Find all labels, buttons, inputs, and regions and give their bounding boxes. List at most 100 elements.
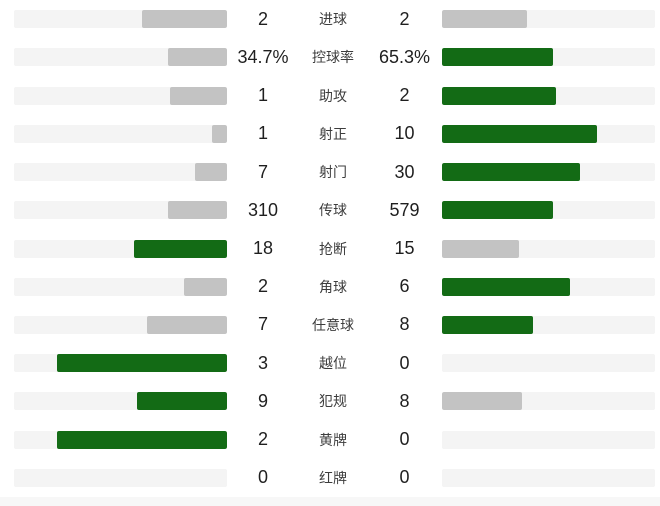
away-bar (442, 124, 597, 143)
stat-row: 3 越位 0 (0, 344, 660, 382)
away-value: 30 (394, 161, 415, 182)
home-bar-track (14, 430, 227, 449)
away-bar (442, 10, 528, 29)
stat-label: 黄牌 (319, 431, 347, 448)
away-value: 8 (399, 390, 410, 411)
stat-row: 2 角球 6 (0, 268, 660, 306)
stat-label: 射门 (319, 164, 347, 181)
away-bar (442, 48, 554, 67)
home-bar (56, 430, 227, 449)
home-value: 2 (257, 429, 268, 450)
away-bar (442, 392, 523, 411)
away-bar-track (442, 86, 655, 105)
stat-row: 1 射正 10 (0, 115, 660, 153)
away-bar-track (442, 48, 655, 67)
home-value: 7 (257, 161, 268, 182)
stat-label: 进球 (319, 11, 347, 28)
home-value: 310 (247, 199, 279, 220)
home-value: 1 (257, 85, 268, 106)
home-bar (167, 48, 227, 67)
stat-row: 310 传球 579 (0, 191, 660, 229)
away-bar-track (442, 430, 655, 449)
away-bar-track (442, 239, 655, 258)
away-bar-track (442, 354, 655, 373)
away-bar (442, 315, 533, 334)
stat-row: 2 进球 2 (0, 0, 660, 38)
home-bar-track (14, 48, 227, 67)
home-bar-track (14, 315, 227, 334)
away-value: 0 (399, 429, 410, 450)
home-bar (134, 239, 227, 258)
stat-label: 任意球 (312, 316, 354, 333)
stat-row: 34.7% 控球率 65.3% (0, 38, 660, 76)
page-background-strip (0, 497, 660, 506)
home-bar-track (14, 354, 227, 373)
home-bar-track (14, 277, 227, 296)
away-value: 0 (399, 352, 410, 373)
home-bar (141, 10, 227, 29)
away-value: 2 (399, 8, 410, 29)
stat-row: 9 犯规 8 (0, 382, 660, 420)
home-value: 1 (257, 123, 268, 144)
home-value: 18 (252, 238, 274, 259)
stat-row: 1 助攻 2 (0, 76, 660, 114)
away-bar-track (442, 315, 655, 334)
stat-label: 传球 (319, 202, 347, 219)
home-bar-track (14, 163, 227, 182)
stat-label: 角球 (319, 278, 347, 295)
home-bar-track (14, 201, 227, 220)
home-value: 2 (257, 276, 268, 297)
away-value: 579 (389, 199, 420, 220)
home-bar-track (14, 392, 227, 411)
away-bar (442, 201, 553, 220)
away-bar (442, 239, 520, 258)
stat-label: 红牌 (319, 469, 347, 486)
away-bar-track (442, 277, 655, 296)
home-bar (211, 124, 227, 143)
stat-row: 18 抢断 15 (0, 229, 660, 267)
home-value: 0 (257, 467, 268, 488)
away-value: 8 (399, 314, 410, 335)
stat-row: 0 红牌 0 (0, 459, 660, 497)
stat-row: 2 黄牌 0 (0, 421, 660, 459)
home-bar-track (14, 239, 227, 258)
stat-label: 越位 (319, 355, 347, 372)
stat-label: 射正 (319, 125, 347, 142)
home-bar (136, 392, 227, 411)
stat-label: 抢断 (319, 240, 347, 257)
home-value: 7 (257, 314, 268, 335)
home-bar (147, 315, 227, 334)
away-bar-track (442, 124, 655, 143)
home-bar-track (14, 86, 227, 105)
home-bar (56, 354, 227, 373)
stat-label: 助攻 (319, 87, 347, 104)
away-value: 15 (394, 238, 415, 259)
away-value: 0 (399, 467, 410, 488)
home-value: 34.7% (237, 46, 289, 67)
home-bar-track (14, 124, 227, 143)
stat-label: 控球率 (312, 49, 354, 66)
home-value: 3 (257, 352, 268, 373)
away-value: 6 (399, 276, 410, 297)
away-bar-track (442, 201, 655, 220)
home-bar (184, 277, 227, 296)
away-value: 2 (399, 85, 410, 106)
away-bar (442, 277, 570, 296)
home-bar-track (14, 468, 227, 487)
home-bar (167, 201, 227, 220)
home-bar (194, 163, 227, 182)
away-value: 10 (394, 123, 415, 144)
away-bar-track (442, 10, 655, 29)
away-value: 65.3% (378, 46, 431, 67)
stat-row: 7 任意球 8 (0, 306, 660, 344)
away-bar-track (442, 163, 655, 182)
stat-row: 7 射门 30 (0, 153, 660, 191)
home-value: 2 (257, 8, 268, 29)
away-bar-track (442, 392, 655, 411)
home-value: 9 (257, 390, 268, 411)
home-bar-track (14, 10, 227, 29)
away-bar (442, 163, 581, 182)
away-bar-track (442, 468, 655, 487)
